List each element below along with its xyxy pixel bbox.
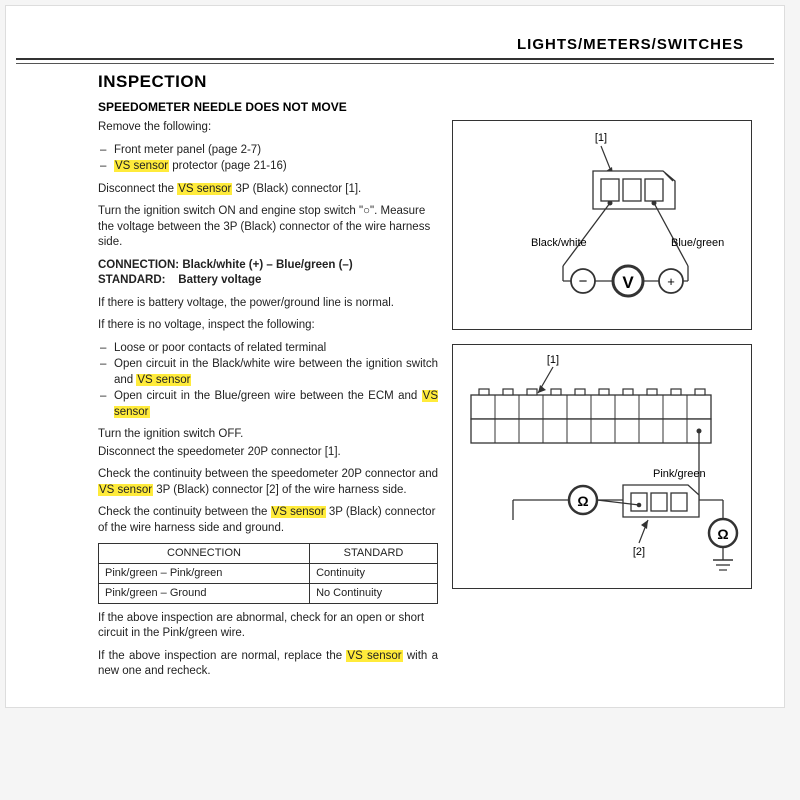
table-row: Pink/green – Pink/green Continuity	[99, 564, 438, 584]
paragraph: Check the continuity between the VS sens…	[98, 505, 438, 536]
page-header: LIGHTS/METERS/SWITCHES	[6, 6, 784, 58]
highlight: VS sensor	[271, 506, 326, 518]
ref-label: [2]	[633, 546, 645, 558]
divider-thick	[16, 58, 774, 60]
document-page: LIGHTS/METERS/SWITCHES INSPECTION SPEEDO…	[5, 5, 785, 708]
paragraph: Turn the ignition switch OFF.	[98, 427, 438, 443]
table-row: CONNECTION STANDARD	[99, 544, 438, 564]
highlight: VS sensor	[346, 650, 402, 662]
remove-list: Front meter panel (page 2-7) VS sensor p…	[98, 143, 438, 175]
subsection-title: SPEEDOMETER NEEDLE DOES NOT MOVE	[98, 100, 764, 114]
highlight: VS sensor	[136, 374, 191, 386]
wire-label: Black/white	[531, 237, 587, 249]
plus-symbol: +	[667, 274, 675, 289]
continuity-table: CONNECTION STANDARD Pink/green – Pink/gr…	[98, 543, 438, 604]
ohm-symbol: Ω	[577, 493, 588, 509]
paragraph: Disconnect the speedometer 20P connector…	[98, 445, 438, 461]
ohm-symbol: Ω	[717, 526, 728, 542]
paragraph: If there is no voltage, inspect the foll…	[98, 318, 438, 334]
content-area: INSPECTION SPEEDOMETER NEEDLE DOES NOT M…	[6, 64, 784, 707]
two-column-layout: Remove the following: Front meter panel …	[98, 120, 764, 687]
list-item: VS sensor protector (page 21-16)	[98, 159, 438, 175]
wire-label: Blue/green	[671, 237, 724, 249]
inspect-list: Loose or poor contacts of related termin…	[98, 341, 438, 421]
highlight: VS sensor	[177, 183, 232, 195]
table-row: Pink/green – Ground No Continuity	[99, 584, 438, 604]
highlight: VS sensor	[114, 160, 169, 172]
text-column: Remove the following: Front meter panel …	[98, 120, 438, 687]
list-item: Front meter panel (page 2-7)	[98, 143, 438, 159]
paragraph: If the above inspection are abnormal, ch…	[98, 611, 438, 642]
diagram-column: [1]	[452, 120, 752, 687]
ref-label: [1]	[595, 132, 607, 144]
voltmeter-symbol: V	[622, 273, 634, 292]
paragraph: Check the continuity between the speedom…	[98, 467, 438, 498]
table-cell: Pink/green – Pink/green	[99, 564, 310, 584]
wire-label: Pink/green	[653, 468, 706, 480]
diagram-svg: [1]	[453, 345, 749, 586]
list-item: Loose or poor contacts of related termin…	[98, 341, 438, 357]
diagram-svg: [1]	[453, 121, 749, 327]
table-header: CONNECTION	[99, 544, 310, 564]
table-cell: Continuity	[310, 564, 438, 584]
ref-label: [1]	[547, 354, 559, 366]
table-cell: No Continuity	[310, 584, 438, 604]
section-title: INSPECTION	[98, 72, 764, 92]
paragraph: Turn the ignition switch ON and engine s…	[98, 204, 438, 251]
paragraph: If there is battery voltage, the power/g…	[98, 296, 438, 312]
list-item: Open circuit in the Black/white wire bet…	[98, 357, 438, 388]
table-header: STANDARD	[310, 544, 438, 564]
list-item: Open circuit in the Blue/green wire betw…	[98, 389, 438, 420]
connection-spec: CONNECTION: Black/white (+) – Blue/green…	[98, 258, 438, 289]
paragraph: If the above inspection are normal, repl…	[98, 649, 438, 680]
continuity-diagram: [1]	[452, 344, 752, 589]
paragraph: Disconnect the VS sensor 3P (Black) conn…	[98, 182, 438, 198]
highlight: VS sensor	[98, 484, 153, 496]
minus-symbol: −	[579, 273, 588, 290]
voltage-diagram: [1]	[452, 120, 752, 330]
table-cell: Pink/green – Ground	[99, 584, 310, 604]
paragraph: Remove the following:	[98, 120, 438, 136]
